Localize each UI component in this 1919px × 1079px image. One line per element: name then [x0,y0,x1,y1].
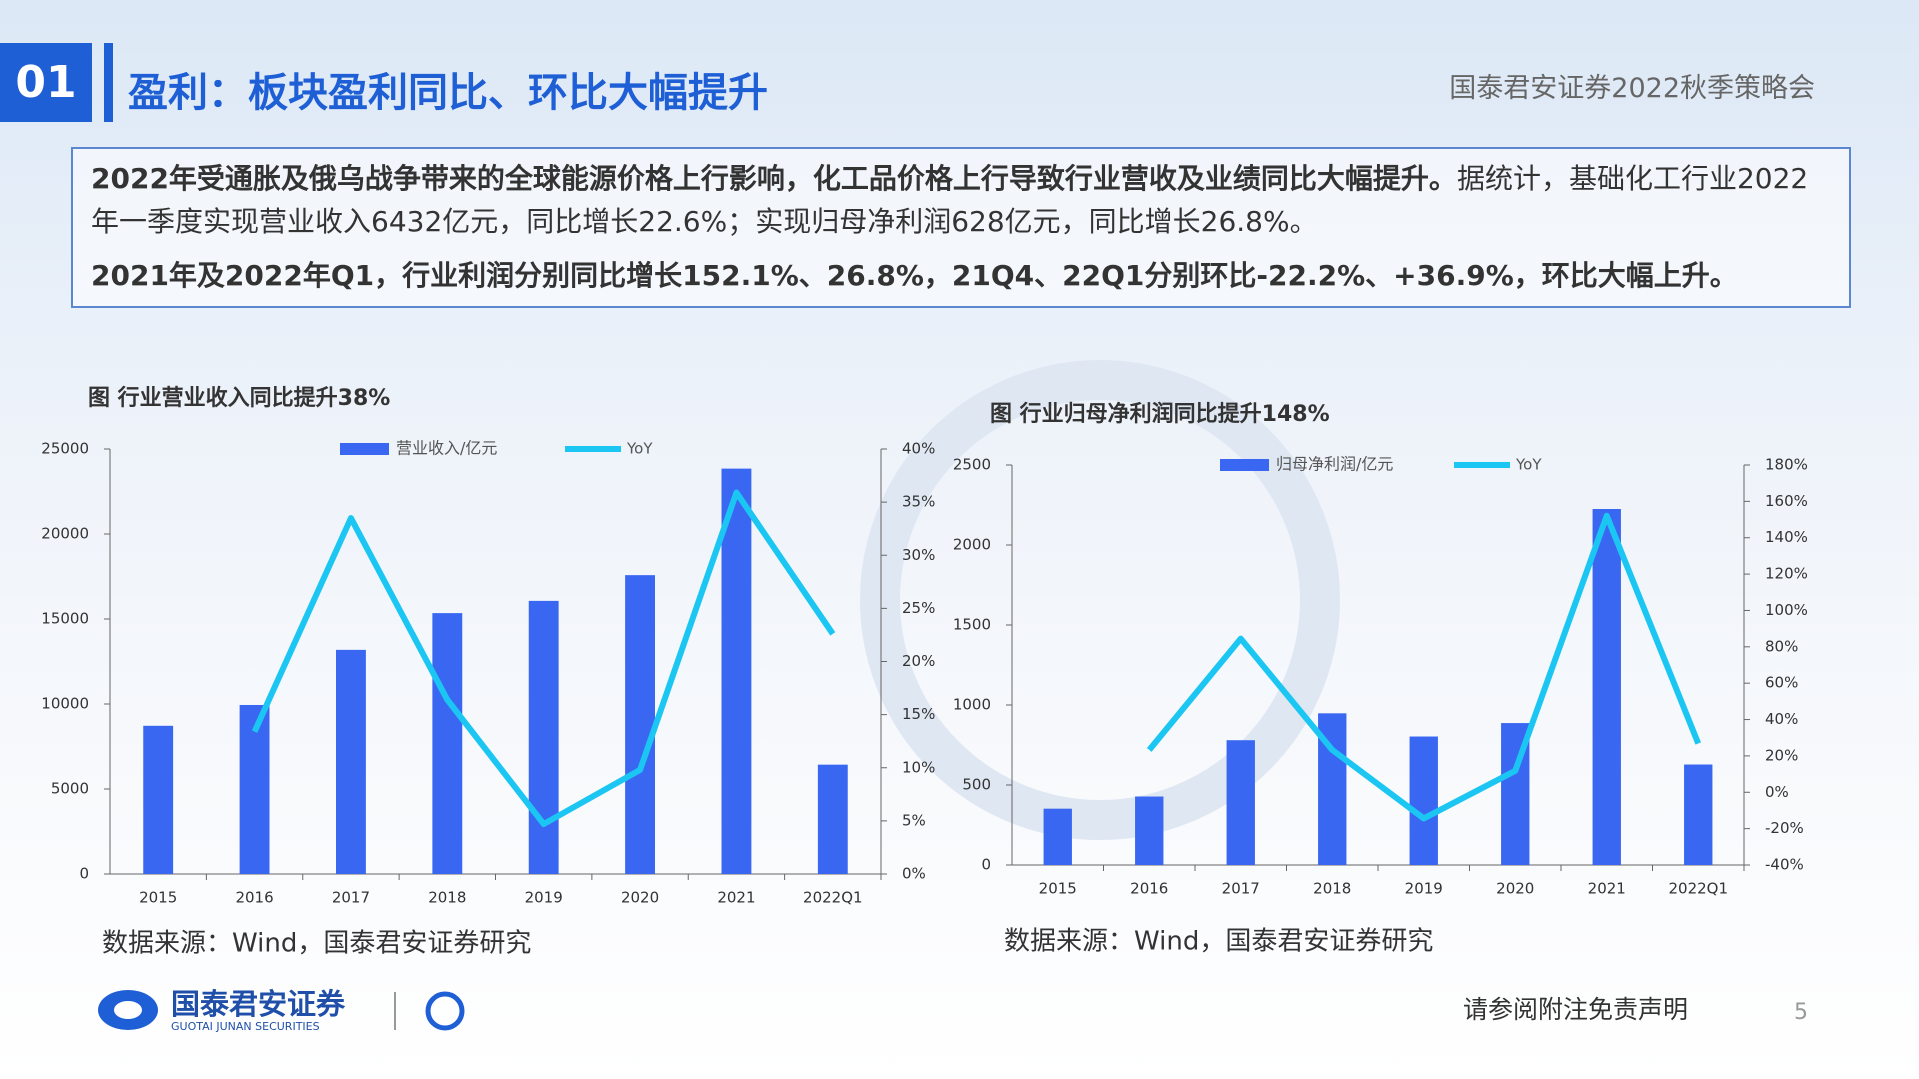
company-name: 国泰君安证券 [171,987,346,1021]
y2-tick-label: 100% [1765,601,1808,619]
y2-tick-label: 20% [902,652,935,670]
legend-swatch [1220,459,1269,471]
y2-tick-label: 0% [902,865,926,883]
x-tick-label: 2016 [1130,880,1168,898]
bar [143,725,174,874]
summary-box: 2022年受通胀及俄乌战争带来的全球能源价格上行影响，化工品价格上行导致行业营收… [71,147,1851,308]
bar [1684,764,1713,865]
bar [432,613,463,874]
disclaimer: 请参阅附注免责声明 [1463,995,1688,1024]
bar [817,764,848,874]
y2-tick-label: 80% [1765,637,1798,655]
x-tick-label: 2022Q1 [1668,880,1728,898]
y2-tick-label: 15% [902,705,935,723]
bar [1043,808,1072,865]
y2-tick-label: 120% [1765,565,1808,583]
x-tick-label: 2019 [525,889,563,907]
y2-tick-label: 40% [1765,710,1798,728]
y2-tick-label: 10% [902,758,935,776]
y2-tick-label: 60% [1765,674,1798,692]
bar [528,600,559,874]
source-note: 数据来源：Wind，国泰君安证券研究 [102,929,531,959]
y-tick-label: 500 [962,776,991,794]
x-tick-label: 2018 [428,889,466,907]
slide-title: 盈利：板块盈利同比、环比大幅提升 [128,70,768,116]
y2-tick-label: 30% [902,546,935,564]
x-tick-label: 2015 [1039,880,1077,898]
bar [1226,740,1255,865]
x-tick-label: 2020 [1496,880,1534,898]
y-tick-label: 1000 [953,696,991,714]
chart-title: 图 行业营业收入同比提升38% [88,385,390,411]
bar [1135,796,1164,865]
line [251,489,836,828]
x-tick-label: 2015 [139,889,177,907]
chart-title: 图 行业归母净利润同比提升148% [990,401,1330,427]
y-tick-label: 2000 [953,536,991,554]
bar [1409,736,1438,865]
y2-tick-label: 40% [902,440,935,458]
y2-tick-label: 5% [902,811,926,829]
x-tick-label: 2017 [1222,880,1260,898]
section-number: 01 [0,43,92,122]
x-tick-label: 2016 [235,889,273,907]
y-tick-label: 0 [79,865,89,883]
source-note: 数据来源：Wind，国泰君安证券研究 [1004,927,1433,957]
bar [335,649,366,874]
x-tick-label: 2021 [1588,880,1626,898]
event-name: 国泰君安证券2022秋季策略会 [1449,73,1815,104]
x-tick-label: 2019 [1405,880,1443,898]
y-tick-label: 0 [981,856,991,874]
accent-bar [104,43,113,122]
summary-paragraph: 2022年受通胀及俄乌战争带来的全球能源价格上行影响，化工品价格上行导致行业营收… [91,157,1836,243]
legend-label: 营业收入/亿元 [396,439,497,458]
bar [1592,509,1621,865]
y2-tick-label: 140% [1765,528,1808,546]
y2-tick-label: 180% [1765,456,1808,474]
watermark [860,360,1340,840]
legend-label: 归母净利润/亿元 [1276,455,1393,474]
y-tick-label: 5000 [51,780,89,798]
y-tick-label: 1500 [953,616,991,634]
summary-paragraph: 2021年及2022年Q1，行业利润分别同比增长152.1%、26.8%，21Q… [91,254,1836,297]
summary-text: 据统计，基础化工行业2022年一季度实现营业收入6432亿元，同比增长22.6%… [91,162,1809,238]
x-tick-label: 2021 [717,889,755,907]
y-tick-label: 10000 [41,695,89,713]
page-number: 5 [1794,1000,1808,1025]
y2-tick-label: 160% [1765,492,1808,510]
y-tick-label: 20000 [41,525,89,543]
legend-label: YoY [626,440,653,458]
legend-swatch [340,443,389,455]
bar [721,468,752,874]
y2-tick-label: 25% [902,599,935,617]
summary-bold: 2021年及2022年Q1，行业利润分别同比增长152.1%、26.8%，21Q… [91,259,1738,292]
x-tick-label: 2018 [1313,880,1351,898]
company-name-en: GUOTAI JUNAN SECURITIES [171,1020,320,1033]
legend-label: YoY [1515,456,1542,474]
x-tick-label: 2017 [332,889,370,907]
x-tick-label: 2022Q1 [803,889,863,907]
x-tick-label: 2020 [621,889,659,907]
y2-tick-label: 20% [1765,746,1798,764]
bar [625,575,656,874]
y2-tick-label: -20% [1765,819,1804,837]
bar [239,704,270,874]
summary-bold: 2022年受通胀及俄乌战争带来的全球能源价格上行影响，化工品价格上行导致行业营收… [91,162,1457,195]
y2-tick-label: 0% [1765,783,1789,801]
y2-tick-label: -40% [1765,856,1804,874]
logo [98,990,465,1031]
line [1146,512,1702,822]
y-tick-label: 2500 [953,456,991,474]
y-tick-label: 25000 [41,440,89,458]
y2-tick-label: 35% [902,493,935,511]
y-tick-label: 15000 [41,610,89,628]
